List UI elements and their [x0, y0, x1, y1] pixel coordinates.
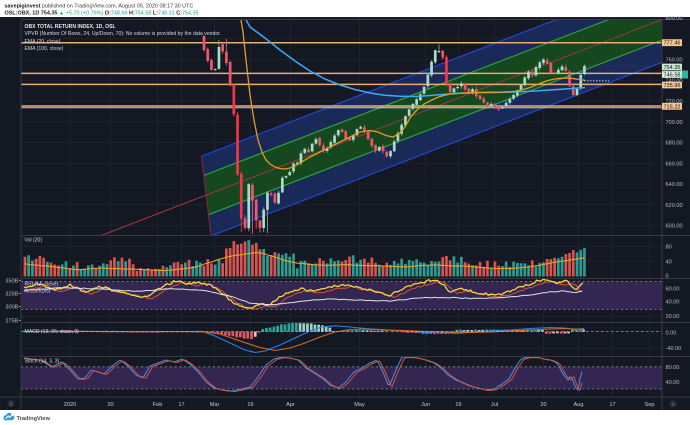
svg-text:40.00: 40.00 — [666, 300, 680, 306]
svg-text:16: 16 — [455, 402, 461, 408]
svg-text:735.96: 735.96 — [663, 83, 680, 89]
svg-text:OSL:OBX, 1D 754.35 ▲ +5.70 (+0: OSL:OBX, 1D 754.35 ▲ +5.70 (+0.76%) O:74… — [5, 11, 199, 17]
svg-text:2020: 2020 — [64, 402, 76, 408]
svg-text:May: May — [354, 402, 365, 408]
svg-text:720.00: 720.00 — [666, 99, 683, 105]
svg-text:640.00: 640.00 — [666, 182, 683, 188]
svg-text:60.00: 60.00 — [666, 286, 680, 292]
svg-text:20.00: 20.00 — [666, 314, 680, 320]
svg-text:80.00: 80.00 — [666, 365, 680, 371]
svg-text:80: 80 — [666, 245, 672, 251]
svg-text:TradingView: TradingView — [17, 416, 51, 422]
svg-text:16: 16 — [247, 402, 253, 408]
svg-text:0: 0 — [666, 273, 669, 279]
svg-text:680.00: 680.00 — [666, 141, 683, 147]
svg-text:Vol (20): Vol (20) — [25, 238, 43, 244]
svg-text:Jun: Jun — [421, 402, 430, 408]
svg-text:760.00: 760.00 — [666, 58, 683, 64]
svg-text:350B: 350B — [5, 279, 18, 285]
svg-text:-40.00: -40.00 — [666, 346, 682, 352]
svg-text:40.00: 40.00 — [666, 380, 680, 386]
svg-text:325B: 325B — [5, 292, 18, 298]
svg-text:275B: 275B — [5, 319, 18, 325]
svg-text:700.00: 700.00 — [666, 120, 683, 126]
svg-text:777.46: 777.46 — [663, 41, 680, 47]
svg-text:300B: 300B — [5, 305, 18, 311]
svg-text:Stoch (14, 3, 3): Stoch (14, 3, 3) — [25, 359, 60, 365]
svg-text:600.00: 600.00 — [666, 224, 683, 230]
svg-text:Accum/Dist: Accum/Dist — [25, 289, 51, 295]
svg-text:VPVR (Number Of Rows, 24, Up/D: VPVR (Number Of Rows, 24, Up/Down, 70): … — [25, 31, 221, 37]
svg-text:EMA (100, close): EMA (100, close) — [25, 46, 64, 52]
svg-text:740.00: 740.00 — [666, 78, 683, 84]
svg-text:Apr: Apr — [286, 402, 295, 408]
svg-text:MACD (12, 26, close, 9): MACD (12, 26, close, 9) — [25, 329, 80, 335]
svg-text:Sep: Sep — [645, 402, 655, 408]
svg-text:Z: Z — [10, 402, 13, 407]
svg-text:OBX TOTAL RETURN INDEX, 1D, OS: OBX TOTAL RETURN INDEX, 1D, OSL — [25, 24, 116, 30]
svg-text:800.00: 800.00 — [666, 16, 683, 22]
svg-text:40: 40 — [666, 259, 672, 265]
svg-text:Aug: Aug — [574, 402, 584, 408]
svg-text:20: 20 — [107, 402, 113, 408]
svg-text:754.35: 754.35 — [663, 65, 680, 71]
svg-text:0.00: 0.00 — [666, 331, 677, 337]
svg-text:A: A — [671, 402, 675, 407]
svg-text:17: 17 — [609, 402, 615, 408]
svg-text:Jul: Jul — [491, 402, 498, 408]
svg-text:620.00: 620.00 — [666, 203, 683, 209]
svg-text:20: 20 — [540, 402, 546, 408]
svg-text:RSI (14, close): RSI (14, close) — [25, 282, 59, 288]
svg-text:Feb: Feb — [153, 402, 163, 408]
svg-text:savepiginvest published on Tra: savepiginvest published on TradingView.c… — [5, 4, 194, 10]
svg-text:746.58: 746.58 — [663, 73, 680, 79]
svg-text:17: 17 — [178, 402, 184, 408]
svg-text:EMA (20, close): EMA (20, close) — [25, 39, 61, 45]
svg-text:Mar: Mar — [210, 402, 220, 408]
svg-text:715.22: 715.22 — [663, 104, 680, 110]
svg-text:660.00: 660.00 — [666, 161, 683, 167]
